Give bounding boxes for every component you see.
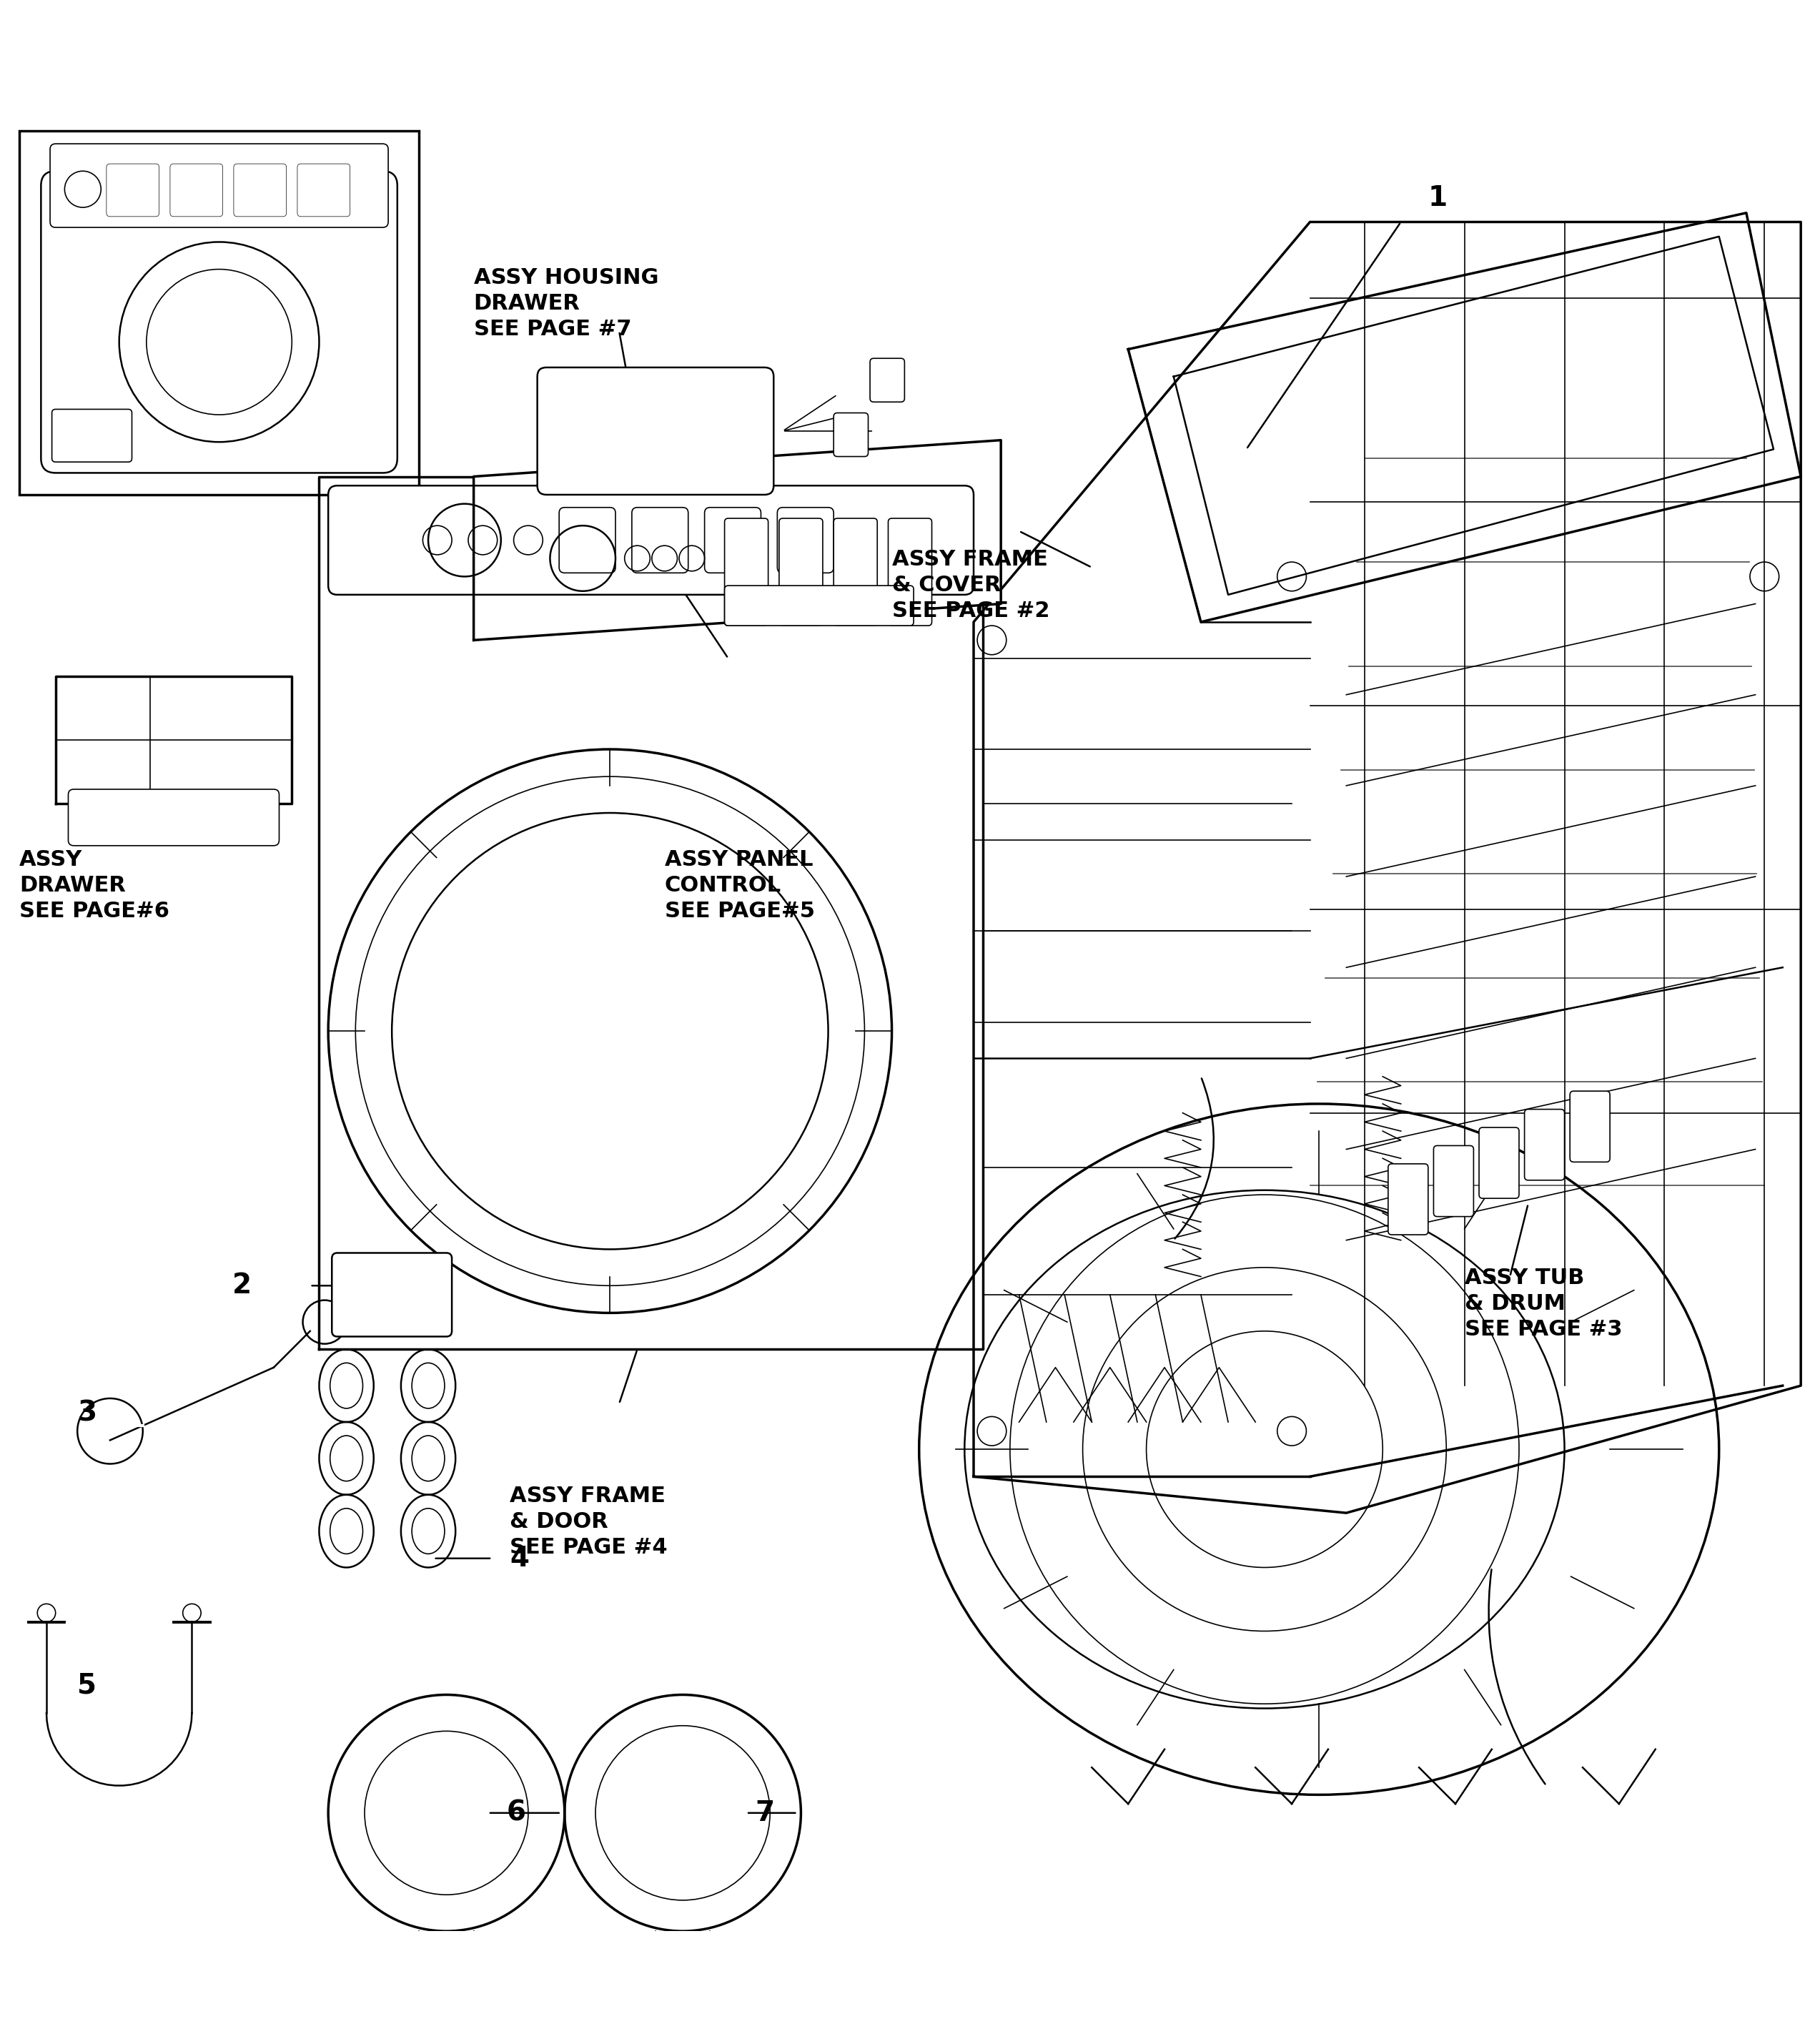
Polygon shape (974, 223, 1800, 1513)
FancyBboxPatch shape (1480, 1128, 1520, 1198)
FancyBboxPatch shape (51, 143, 388, 227)
Text: ASSY FRAME
& COVER
SEE PAGE #2: ASSY FRAME & COVER SEE PAGE #2 (892, 550, 1050, 621)
FancyBboxPatch shape (704, 507, 761, 572)
FancyBboxPatch shape (69, 789, 278, 846)
FancyBboxPatch shape (1434, 1145, 1474, 1216)
FancyBboxPatch shape (777, 507, 834, 572)
FancyBboxPatch shape (834, 413, 868, 456)
Text: 6: 6 (506, 1799, 526, 1827)
Text: ASSY HOUSING
DRAWER
SEE PAGE #7: ASSY HOUSING DRAWER SEE PAGE #7 (473, 268, 659, 339)
FancyBboxPatch shape (724, 519, 768, 625)
Text: 4: 4 (510, 1545, 530, 1572)
FancyBboxPatch shape (106, 164, 158, 217)
Text: 7: 7 (755, 1799, 775, 1827)
FancyBboxPatch shape (1525, 1110, 1565, 1179)
FancyBboxPatch shape (779, 519, 823, 625)
FancyBboxPatch shape (297, 164, 349, 217)
Text: 2: 2 (233, 1271, 251, 1300)
Polygon shape (56, 677, 291, 803)
FancyBboxPatch shape (834, 519, 877, 625)
Text: ASSY FRAME
& DOOR
SEE PAGE #4: ASSY FRAME & DOOR SEE PAGE #4 (510, 1486, 668, 1558)
FancyBboxPatch shape (632, 507, 688, 572)
FancyBboxPatch shape (888, 519, 932, 625)
FancyBboxPatch shape (42, 172, 397, 472)
FancyBboxPatch shape (1571, 1091, 1611, 1161)
Text: 3: 3 (76, 1400, 96, 1427)
FancyBboxPatch shape (233, 164, 286, 217)
FancyBboxPatch shape (724, 587, 914, 625)
FancyBboxPatch shape (870, 358, 905, 403)
FancyBboxPatch shape (537, 368, 774, 495)
FancyBboxPatch shape (1389, 1163, 1429, 1235)
Text: ASSY
DRAWER
SEE PAGE#6: ASSY DRAWER SEE PAGE#6 (20, 848, 169, 922)
Polygon shape (318, 476, 983, 1349)
Text: 1: 1 (1429, 184, 1447, 213)
Text: ASSY TUB
& DRUM
SEE PAGE #3: ASSY TUB & DRUM SEE PAGE #3 (1465, 1267, 1622, 1339)
Text: ASSY PANEL
CONTROL
SEE PAGE#5: ASSY PANEL CONTROL SEE PAGE#5 (664, 848, 815, 922)
FancyBboxPatch shape (559, 507, 615, 572)
FancyBboxPatch shape (328, 486, 974, 595)
FancyBboxPatch shape (53, 409, 131, 462)
Text: 5: 5 (76, 1672, 96, 1699)
Polygon shape (473, 439, 1001, 640)
FancyBboxPatch shape (169, 164, 222, 217)
FancyBboxPatch shape (20, 131, 419, 495)
FancyBboxPatch shape (331, 1253, 451, 1337)
